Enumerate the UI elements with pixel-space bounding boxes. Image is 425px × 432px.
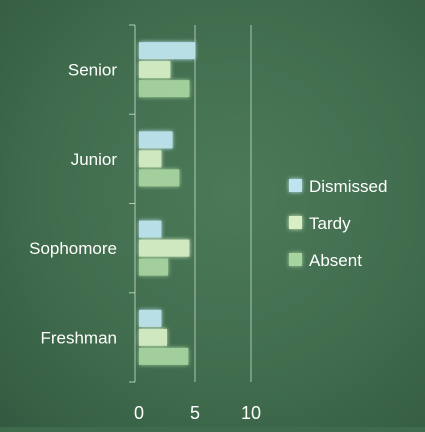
bar-absent-senior (139, 80, 190, 98)
legend-label-absent: Absent (309, 251, 362, 270)
category-label-freshman: Freshman (40, 328, 117, 347)
bar-tardy-junior (139, 150, 162, 168)
bar-tardy-sophomore (139, 239, 190, 257)
bar-dismissed-sophomore (139, 220, 162, 238)
bar-dismissed-senior (139, 42, 195, 60)
category-label-junior: Junior (71, 150, 118, 169)
legend-swatch-tardy (289, 216, 302, 229)
bar-tardy-freshman (139, 328, 167, 346)
legend-swatch-absent (289, 253, 302, 266)
legend-label-tardy: Tardy (309, 214, 351, 233)
x-tick-label-5: 5 (190, 403, 200, 423)
x-tick-label-10: 10 (241, 403, 261, 423)
legend-label-dismissed: Dismissed (309, 177, 387, 196)
bar-absent-junior (139, 169, 180, 187)
bar-dismissed-junior (139, 131, 173, 149)
category-label-senior: Senior (68, 61, 117, 80)
bar-tardy-senior (139, 61, 171, 79)
category-label-sophomore: Sophomore (29, 239, 117, 258)
bar-absent-freshman (139, 347, 189, 365)
bar-absent-sophomore (139, 258, 169, 276)
legend-swatch-dismissed (289, 179, 302, 192)
x-tick-label-0: 0 (134, 403, 144, 423)
bar-dismissed-freshman (139, 309, 162, 327)
